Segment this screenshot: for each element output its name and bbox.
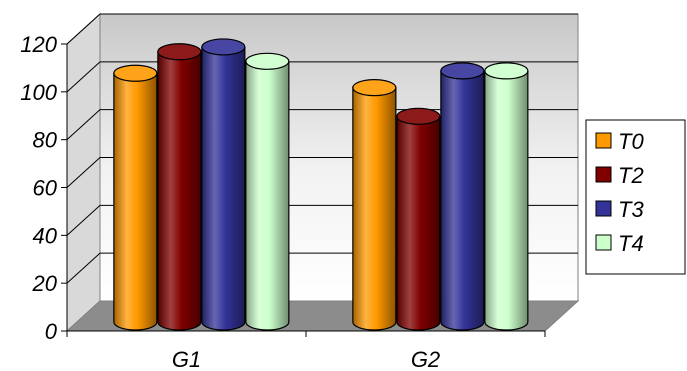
legend-label: T0 [618, 129, 644, 154]
bar-G2-T0 [352, 79, 397, 331]
bar-top [201, 38, 246, 56]
bar-G1-T3 [201, 38, 246, 331]
axes [61, 43, 546, 337]
gridline [66, 13, 578, 45]
bar-G1-T0 [113, 64, 158, 331]
y-tick-label: 120 [20, 32, 57, 57]
bar-body [245, 60, 290, 331]
legend-swatch [595, 166, 612, 183]
legend-label: T2 [618, 163, 644, 188]
bar-body [113, 72, 158, 331]
legend-swatch [595, 132, 612, 149]
bar-G2-T4 [484, 62, 529, 331]
bar-body [396, 115, 441, 331]
bar-body [157, 51, 202, 331]
bar-top [113, 64, 158, 82]
bar-top [352, 79, 397, 97]
legend-label: T3 [618, 197, 644, 222]
gridline [66, 61, 578, 93]
axis-labels: 0 20 40 60 80 100 120 G1 G2 [20, 32, 440, 371]
y-tick-label: 80 [33, 128, 58, 153]
x-category-label: G1 [172, 347, 201, 371]
bar-body [352, 87, 397, 331]
y-tick-label: 40 [33, 223, 58, 248]
bar-top [440, 62, 485, 80]
y-tick-label: 20 [32, 271, 58, 296]
bar-body [201, 46, 246, 331]
bar-body [440, 70, 485, 331]
legend: T0 T2 T3 T4 [585, 119, 686, 275]
bar-top [245, 52, 290, 70]
bars [113, 38, 529, 331]
x-category-label: G2 [411, 347, 440, 371]
bar-G1-T2 [157, 43, 202, 331]
y-tick-label: 60 [33, 176, 58, 201]
bar-top [484, 62, 529, 80]
legend-swatch [595, 200, 612, 217]
bar-top [396, 107, 441, 125]
bar-body [484, 70, 529, 331]
y-tick-label: 0 [45, 319, 58, 344]
bar-G2-T3 [440, 62, 485, 331]
y-tick-label: 100 [20, 80, 57, 105]
legend-swatch [595, 234, 612, 251]
bar-G1-T4 [245, 52, 290, 331]
legend-label: T4 [618, 231, 644, 256]
bar-G2-T2 [396, 107, 441, 331]
bar-top [157, 43, 202, 61]
